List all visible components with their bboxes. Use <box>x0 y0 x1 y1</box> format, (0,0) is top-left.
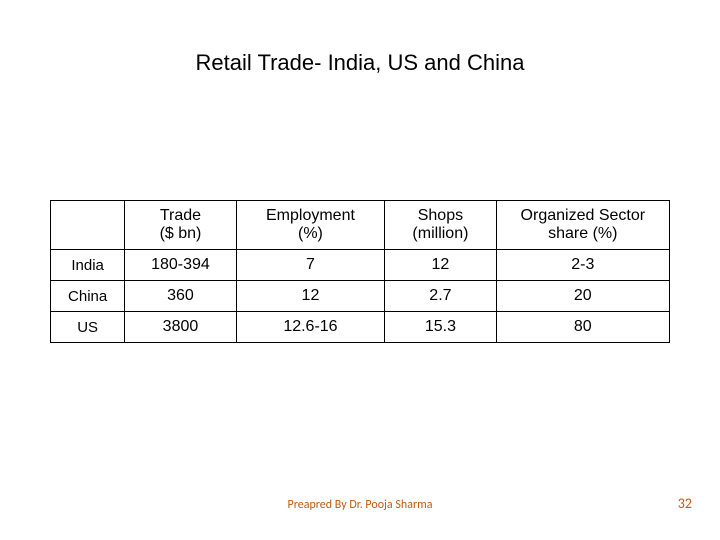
retail-trade-table: Trade ($ bn) Employment (%) Shops (milli… <box>50 200 670 343</box>
cell: 360 <box>125 281 236 312</box>
table-row: China 360 12 2.7 20 <box>51 281 670 312</box>
row-label: US <box>51 312 125 343</box>
cell: 80 <box>496 312 669 343</box>
col-header-trade: Trade ($ bn) <box>125 201 236 250</box>
cell: 12 <box>236 281 385 312</box>
footer-credit: Preapred By Dr. Pooja Sharma <box>0 498 720 512</box>
row-label: India <box>51 250 125 281</box>
cell: 15.3 <box>385 312 496 343</box>
col-header-shops: Shops (million) <box>385 201 496 250</box>
slide: Retail Trade- India, US and China Trade … <box>0 0 720 540</box>
table-row: US 3800 12.6-16 15.3 80 <box>51 312 670 343</box>
row-label: China <box>51 281 125 312</box>
cell: 2-3 <box>496 250 669 281</box>
col-header-organized: Organized Sector share (%) <box>496 201 669 250</box>
table-row: India 180-394 7 12 2-3 <box>51 250 670 281</box>
cell: 20 <box>496 281 669 312</box>
slide-title: Retail Trade- India, US and China <box>0 50 720 76</box>
col-header-blank <box>51 201 125 250</box>
cell: 180-394 <box>125 250 236 281</box>
table-header-row: Trade ($ bn) Employment (%) Shops (milli… <box>51 201 670 250</box>
col-header-employment: Employment (%) <box>236 201 385 250</box>
cell: 3800 <box>125 312 236 343</box>
table: Trade ($ bn) Employment (%) Shops (milli… <box>50 200 670 343</box>
cell: 2.7 <box>385 281 496 312</box>
cell: 12 <box>385 250 496 281</box>
cell: 7 <box>236 250 385 281</box>
cell: 12.6-16 <box>236 312 385 343</box>
page-number: 32 <box>678 495 692 512</box>
